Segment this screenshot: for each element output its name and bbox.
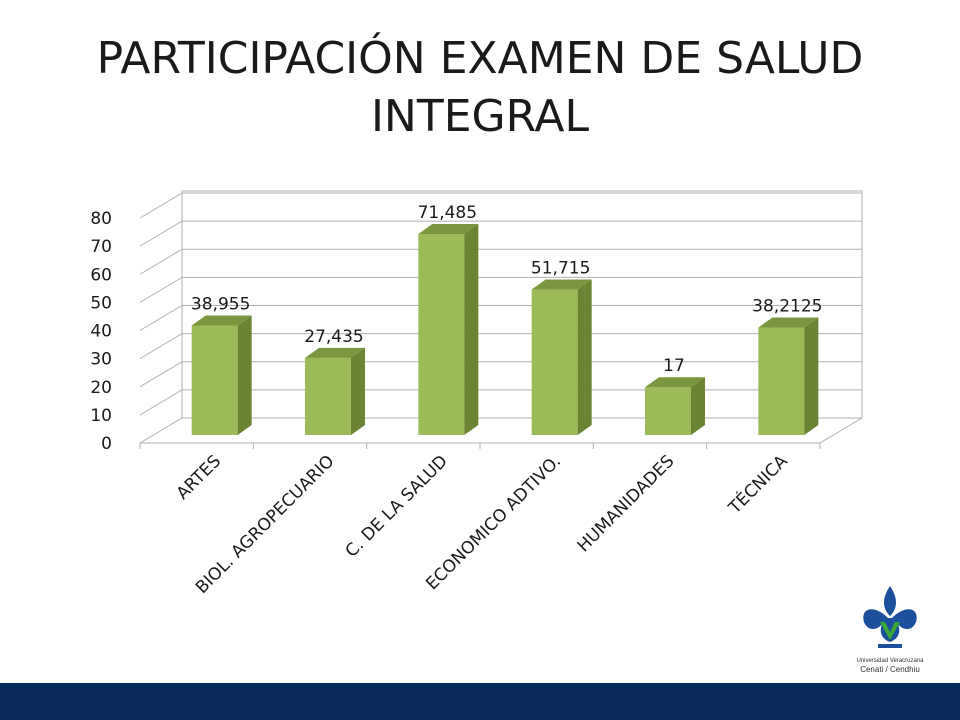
- bar: [645, 377, 705, 435]
- bar-front: [191, 325, 238, 435]
- logo-caption-unit: Cenati / Cendhiu: [860, 665, 920, 674]
- bar-top: [191, 315, 252, 326]
- bar-side: [691, 377, 705, 435]
- bar-top: [758, 317, 819, 328]
- data-label: 38,955: [191, 294, 250, 314]
- bar: [305, 347, 365, 435]
- bar-front: [305, 357, 351, 435]
- gridline: [139, 220, 862, 247]
- bar-side: [351, 347, 365, 435]
- x-tick-label: C. DE LA SALUD: [342, 451, 452, 561]
- gridline: [139, 276, 862, 303]
- bar-side: [464, 223, 479, 435]
- gridline: [139, 389, 862, 416]
- bar: [531, 279, 592, 435]
- bars: [191, 223, 819, 435]
- bar-front: [531, 289, 578, 435]
- page-title: PARTICIPACIÓN EXAMEN DE SALUD INTEGRAL: [96, 33, 864, 142]
- y-tick-label: 30: [90, 350, 112, 370]
- bar: [418, 223, 479, 435]
- bar: [758, 317, 819, 435]
- gridline: [139, 361, 862, 388]
- y-tick-label: 60: [90, 265, 112, 285]
- y-axis-ticks: 0 10 20 30 40 50 60 70 80: [90, 209, 112, 454]
- bar-top: [418, 223, 479, 234]
- x-tick-label: TÉCNICA: [723, 450, 792, 519]
- bar-front: [645, 387, 691, 435]
- y-tick-label: 20: [90, 378, 112, 398]
- bar-chart: 0 10 20 30 40 50 60 70 80 38,955 27,435 71,485 51,7…: [90, 190, 863, 598]
- back-wall: [181, 190, 863, 418]
- fleur-de-lis-icon: [863, 586, 917, 648]
- bar-top: [645, 377, 705, 388]
- y-tick-label: 70: [90, 237, 112, 257]
- bar-front: [418, 233, 465, 435]
- y-tick-label: 50: [90, 293, 112, 313]
- bar: [191, 315, 252, 435]
- bar-top: [531, 279, 592, 290]
- y-tick-label: 80: [90, 209, 112, 229]
- gridline: [139, 417, 862, 444]
- data-label: 71,485: [418, 203, 477, 223]
- data-label: 17: [663, 356, 685, 376]
- bar-side: [804, 317, 819, 435]
- gridline: [139, 192, 862, 219]
- gridline: [139, 305, 862, 331]
- x-tick-label: HUMANIDADES: [574, 451, 679, 556]
- bar-top: [305, 347, 365, 358]
- gridline: [139, 333, 862, 360]
- y-tick-label: 0: [101, 434, 112, 454]
- y-tick-label: 10: [90, 406, 112, 426]
- university-logo: Universidad Veracruzana Cenati / Cendhiu: [838, 582, 942, 678]
- footer-bar: [0, 683, 960, 720]
- chart-grid: [139, 190, 863, 449]
- gridline: [139, 248, 862, 275]
- data-labels: 38,955 27,435 71,485 51,715 17 38,2125: [191, 203, 823, 376]
- data-label: 27,435: [304, 327, 363, 347]
- y-tick-label: 40: [90, 322, 112, 342]
- bar-side: [237, 315, 252, 435]
- bar-side: [577, 279, 592, 435]
- logo-caption-university: Universidad Veracruzana: [856, 658, 924, 664]
- x-tick-label: ARTES: [173, 451, 225, 503]
- bar-front: [758, 327, 805, 435]
- data-label: 38,2125: [752, 297, 822, 317]
- data-label: 51,715: [531, 259, 590, 279]
